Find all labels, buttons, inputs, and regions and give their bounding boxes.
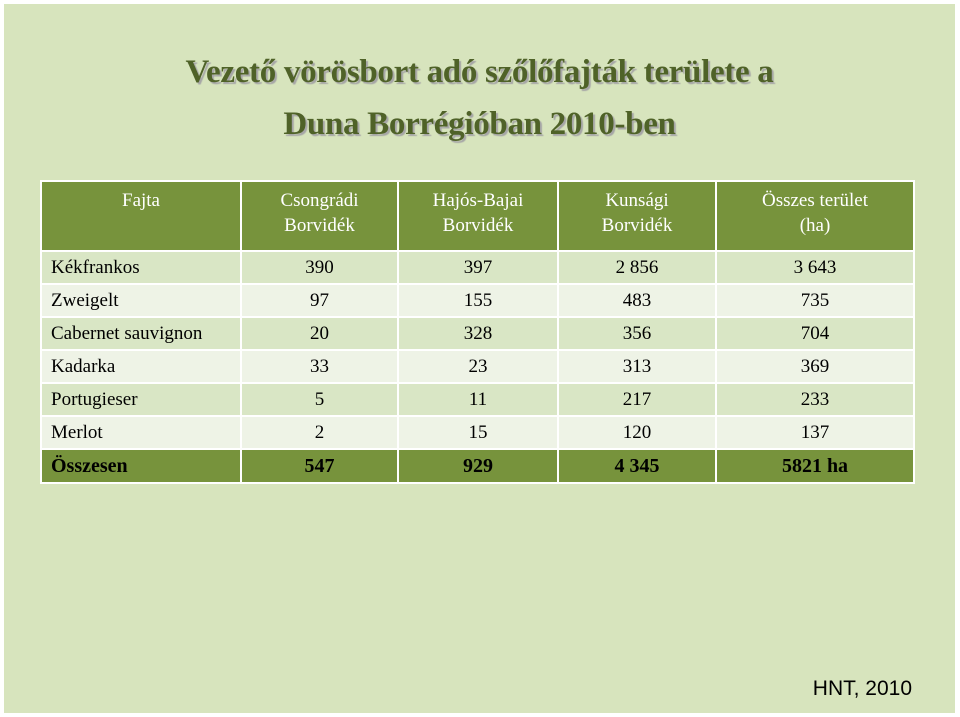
value-cell: 735 <box>715 283 915 318</box>
table-row: Zweigelt 97 155 483 735 <box>40 283 915 318</box>
value-cell: 328 <box>397 316 559 351</box>
header-cell-hajos-bajai: Hajós-Bajai Borvidék <box>397 180 559 252</box>
header-cell-kunsagi: Kunsági Borvidék <box>557 180 717 252</box>
total-value-cell: 547 <box>240 448 399 484</box>
variety-cell: Zweigelt <box>40 283 242 318</box>
title-line-1: Vezető vörösbort adó szőlőfajták terület… <box>185 54 774 90</box>
value-cell: 704 <box>715 316 915 351</box>
value-cell: 356 <box>557 316 717 351</box>
value-cell: 11 <box>397 382 559 417</box>
source-credit: HNT, 2010 <box>812 677 912 700</box>
value-cell: 120 <box>557 415 717 450</box>
value-cell: 217 <box>557 382 717 417</box>
value-cell: 369 <box>715 349 915 384</box>
total-label-cell: Összesen <box>40 448 242 484</box>
value-cell: 483 <box>557 283 717 318</box>
header-cell-total-area: Összes terület (ha) <box>715 180 915 252</box>
title-line-2: Duna Borrégióban 2010-ben <box>283 106 676 142</box>
header-row: Fajta Csongrádi Borvidék Hajós-Bajai Bor… <box>40 180 915 252</box>
value-cell: 233 <box>715 382 915 417</box>
variety-cell: Merlot <box>40 415 242 450</box>
variety-cell: Kadarka <box>40 349 242 384</box>
total-value-cell: 5821 ha <box>715 448 915 484</box>
table-row: Merlot 2 15 120 137 <box>40 415 915 450</box>
value-cell: 137 <box>715 415 915 450</box>
total-row: Összesen 547 929 4 345 5821 ha <box>40 448 915 484</box>
variety-cell: Kékfrankos <box>40 250 242 285</box>
header-cell-csongradi: Csongrádi Borvidék <box>240 180 399 252</box>
value-cell: 3 643 <box>715 250 915 285</box>
value-cell: 2 <box>240 415 399 450</box>
value-cell: 20 <box>240 316 399 351</box>
value-cell: 15 <box>397 415 559 450</box>
total-value-cell: 4 345 <box>557 448 717 484</box>
value-cell: 97 <box>240 283 399 318</box>
slide-title: Vezető vörösbort adó szőlőfajták terület… <box>4 46 955 150</box>
value-cell: 5 <box>240 382 399 417</box>
table-row: Portugieser 5 11 217 233 <box>40 382 915 417</box>
value-cell: 33 <box>240 349 399 384</box>
variety-cell: Portugieser <box>40 382 242 417</box>
value-cell: 23 <box>397 349 559 384</box>
table-row: Cabernet sauvignon 20 328 356 704 <box>40 316 915 351</box>
value-cell: 390 <box>240 250 399 285</box>
grape-area-table: Fajta Csongrádi Borvidék Hajós-Bajai Bor… <box>40 180 915 484</box>
variety-cell: Cabernet sauvignon <box>40 316 242 351</box>
table-row: Kadarka 33 23 313 369 <box>40 349 915 384</box>
value-cell: 397 <box>397 250 559 285</box>
value-cell: 155 <box>397 283 559 318</box>
value-cell: 2 856 <box>557 250 717 285</box>
table-row: Kékfrankos 390 397 2 856 3 643 <box>40 250 915 285</box>
header-cell-variety: Fajta <box>40 180 242 252</box>
total-value-cell: 929 <box>397 448 559 484</box>
value-cell: 313 <box>557 349 717 384</box>
